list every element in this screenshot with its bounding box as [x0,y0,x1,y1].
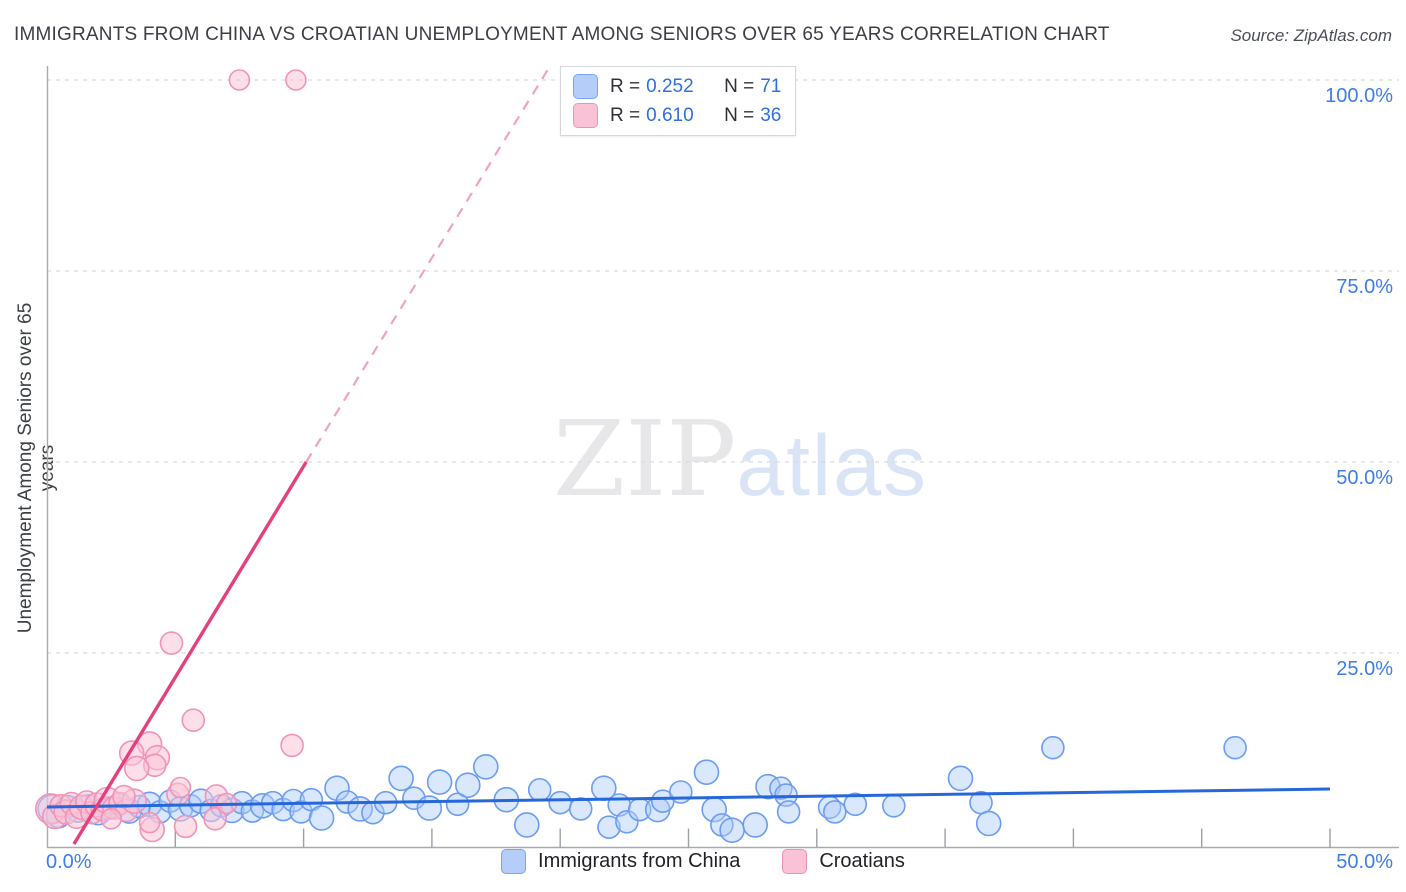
china-data-point[interactable] [454,772,481,799]
y-axis-tick-label-25: 25.0% [1336,658,1393,680]
blue-legend-swatch-icon [501,849,527,874]
china-data-point[interactable] [668,780,693,804]
china-data-point[interactable] [742,812,769,838]
n-label: N = [724,75,755,97]
legend-item-croatians: Croatians [782,849,905,874]
croatian-data-point[interactable] [169,776,192,799]
croatian-data-point[interactable] [280,733,304,758]
source-attribution: Source: ZipAtlas.com [1230,26,1392,45]
y-axis-tick-label-50: 50.0% [1336,467,1393,489]
china-data-point[interactable] [1223,735,1247,760]
china-data-point[interactable] [445,792,470,817]
croatian-data-point[interactable] [181,708,206,733]
croatian-data-point[interactable] [285,69,307,91]
croatian-data-point[interactable] [112,784,136,809]
china-data-point[interactable] [719,817,745,844]
china-data-point[interactable] [548,790,573,815]
r-value: 0.610 [646,104,694,126]
n-value: 71 [760,75,782,97]
croatians-trend-line [72,461,308,845]
stats-row-immigrants: R = 0.252 N = 71 [573,74,781,99]
china-data-point[interactable] [881,793,906,818]
croatian-data-point[interactable] [173,814,198,839]
r-label: R = [610,75,641,97]
bottom-legend: Immigrants from China Croatians [0,849,1406,874]
x-axis-min-label: 0.0% [46,851,92,873]
china-data-point[interactable] [843,792,868,817]
china-data-point[interactable] [527,777,552,802]
y-axis-tick-label-75: 75.0% [1336,276,1393,298]
r-label: R = [610,104,641,126]
r-value: 0.252 [646,75,694,97]
croatian-data-point[interactable] [203,806,227,831]
china-data-point[interactable] [975,810,1002,837]
china-data-point[interactable] [513,812,540,838]
y-axis-tick-label-100: 100.0% [1325,85,1393,107]
legend-label: Croatians [819,850,905,872]
china-data-point[interactable] [693,759,720,786]
china-data-point[interactable] [426,769,453,795]
n-label: N = [724,104,755,126]
blue-series-swatch-icon [573,74,598,99]
china-data-point[interactable] [402,786,426,811]
croatian-data-point[interactable] [138,811,161,834]
china-data-point[interactable] [947,765,974,792]
correlation-stats-legend: R = 0.252 N = 71 R = 0.610 N = 36 [560,66,797,136]
n-value: 36 [760,104,782,126]
china-data-point[interactable] [472,753,499,780]
croatians-trend-dashed [305,65,551,463]
china-data-point[interactable] [388,765,414,792]
legend-item-immigrants-from-china: Immigrants from China [501,849,740,874]
china-data-point[interactable] [776,800,801,824]
croatian-data-point[interactable] [159,631,184,655]
china-data-point[interactable] [615,809,639,834]
pink-legend-swatch-icon [782,849,808,874]
croatian-data-point[interactable] [228,69,251,91]
china-data-point[interactable] [822,800,847,824]
china-data-point[interactable] [1041,735,1065,760]
china-data-point[interactable] [416,795,443,821]
china-data-point[interactable] [281,788,306,813]
legend-label: Immigrants from China [538,850,741,872]
watermark-atlas: atlas [736,418,928,514]
china-data-point[interactable] [597,815,621,840]
zipatlas-watermark: ZIP atlas [553,398,928,520]
croatian-data-point[interactable] [124,755,150,782]
croatian-data-point[interactable] [100,807,122,830]
pink-series-swatch-icon [573,103,598,128]
page-title: IMMIGRANTS FROM CHINA VS CROATIAN UNEMPL… [14,24,1110,45]
stats-row-croatians: R = 0.610 N = 36 [573,103,781,128]
watermark-zip: ZIP [553,398,737,520]
china-trend-line [46,787,1331,809]
china-data-point[interactable] [568,797,593,821]
x-axis-max-label: 50.0% [1336,851,1393,873]
china-data-point[interactable] [308,805,335,831]
